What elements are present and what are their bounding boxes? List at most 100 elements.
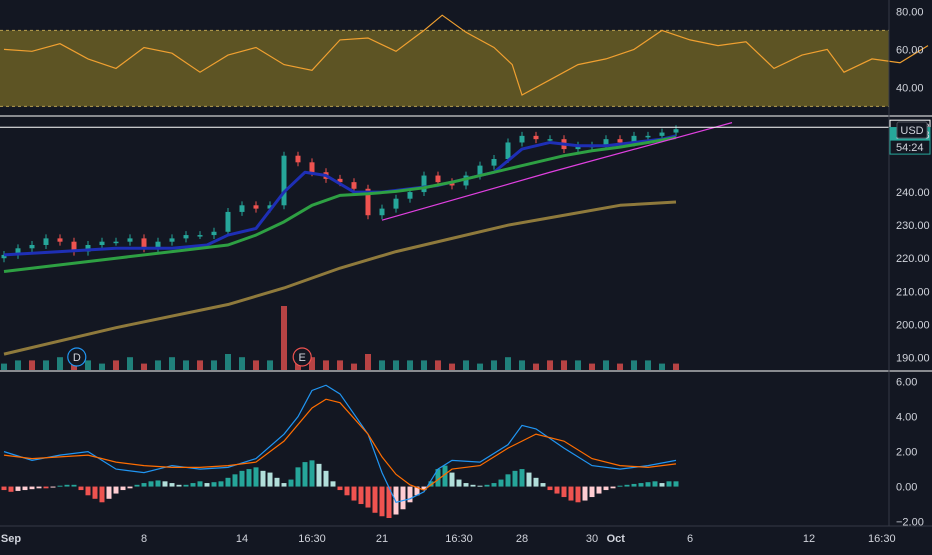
macd-histogram-bar (386, 486, 392, 519)
volume-bar (29, 360, 35, 370)
candle-body[interactable] (463, 175, 469, 186)
candle-body[interactable] (617, 139, 623, 143)
candle-body[interactable] (435, 175, 441, 183)
macd-histogram-bar (218, 481, 224, 487)
candle-body[interactable] (393, 198, 399, 209)
candle-body[interactable] (211, 231, 217, 236)
trendline[interactable] (381, 122, 733, 221)
volume-bar (519, 360, 525, 370)
macd-histogram-bar (197, 481, 203, 487)
volume-bar (393, 360, 399, 370)
candle-body[interactable] (379, 208, 385, 216)
macd-histogram-bar (281, 483, 287, 487)
candle-body[interactable] (365, 188, 371, 216)
volume-bar (505, 357, 511, 370)
candle-body[interactable] (505, 142, 511, 160)
candle-body[interactable] (519, 135, 525, 143)
candle-body[interactable] (253, 205, 259, 209)
candle-body[interactable] (1, 254, 7, 259)
candle-body[interactable] (421, 175, 427, 193)
candle-body[interactable] (631, 135, 637, 143)
volume-bar (351, 363, 357, 370)
time-tick-label: 28 (516, 533, 528, 545)
candle-body[interactable] (183, 235, 189, 239)
macd-histogram-bar (64, 484, 70, 487)
macd-histogram-bar (274, 477, 280, 487)
candle-body[interactable] (71, 241, 77, 252)
candle-body[interactable] (281, 155, 287, 206)
candle-body[interactable] (85, 244, 91, 252)
moving-average-mid[interactable] (3, 136, 677, 273)
macd-histogram-bar (309, 460, 315, 487)
candle-body[interactable] (295, 155, 301, 163)
price-tag[interactable] (889, 139, 931, 155)
candle-body[interactable] (673, 129, 679, 133)
price-tick-label: 220.00 (896, 253, 930, 265)
candle-body[interactable] (603, 139, 609, 146)
time-axis[interactable]: Sep 8 14 16:30 21 16:30 28 30 Oct 6 12 16:30 (1, 533, 896, 545)
candle-body[interactable] (197, 235, 203, 237)
volume-bar (197, 360, 203, 370)
moving-average-slow[interactable] (3, 200, 677, 356)
macd-histogram-bar (470, 484, 476, 487)
candle-body[interactable] (645, 135, 651, 138)
volume-bar (337, 360, 343, 370)
event-marker[interactable] (67, 347, 87, 367)
candle-body[interactable] (407, 192, 413, 199)
volume-bar (435, 360, 441, 370)
volume-bar (547, 360, 553, 370)
macd-histogram-bar (379, 486, 385, 517)
candle-body[interactable] (267, 205, 273, 209)
candle-body[interactable] (239, 205, 245, 212)
volume-bar (645, 360, 651, 370)
macd-tick-label: 2.00 (896, 447, 917, 459)
candle-body[interactable] (43, 238, 49, 245)
candle-body[interactable] (127, 238, 133, 242)
macd-histogram-bar (141, 483, 147, 487)
candle-body[interactable] (57, 238, 63, 242)
candle-body[interactable] (225, 211, 231, 232)
candle-body[interactable] (547, 139, 553, 141)
candle-body[interactable] (659, 132, 665, 136)
candle-body[interactable] (99, 241, 105, 245)
candle-body[interactable] (351, 182, 357, 189)
candle-body[interactable] (491, 159, 497, 166)
signal-line[interactable] (3, 398, 677, 491)
candle-body[interactable] (169, 238, 175, 242)
volume-bar (155, 360, 161, 370)
time-tick-label: 21 (376, 533, 388, 545)
macd-histogram-bar (659, 483, 665, 487)
volume-bar (113, 360, 119, 370)
candle-body[interactable] (15, 248, 21, 255)
macd-histogram-bar (15, 486, 21, 491)
candle-body[interactable] (29, 244, 35, 249)
volume-bar (561, 360, 567, 370)
rsi-line[interactable] (3, 14, 929, 96)
candle-body[interactable] (155, 241, 161, 249)
rsi-panel[interactable]: 80.00 60.00 40.00 (0, 6, 929, 107)
macd-histogram-bar (22, 486, 28, 491)
rsi-tick-label: 40.00 (896, 82, 924, 94)
candle-body[interactable] (141, 238, 147, 249)
candle-body[interactable] (309, 162, 315, 173)
currency-label[interactable]: USD (896, 121, 928, 139)
price-tick-label: 200.00 (896, 319, 930, 331)
macd-histogram-bar (631, 483, 637, 487)
volume-bar (211, 360, 217, 370)
candle-body[interactable] (533, 135, 539, 140)
currency-label-box[interactable] (896, 121, 928, 139)
candle-body[interactable] (477, 165, 483, 176)
event-marker[interactable] (292, 347, 312, 367)
macd-histogram-bar (617, 485, 623, 487)
macd-histogram-bar (295, 467, 301, 487)
macd-histogram-bar (498, 479, 504, 487)
macd-histogram-bar (57, 485, 63, 487)
time-tick-label: 16:30 (445, 533, 473, 545)
candle-body[interactable] (575, 145, 581, 150)
candle-body[interactable] (449, 182, 455, 186)
candle-body[interactable] (113, 241, 119, 244)
candle-body[interactable] (337, 178, 343, 183)
